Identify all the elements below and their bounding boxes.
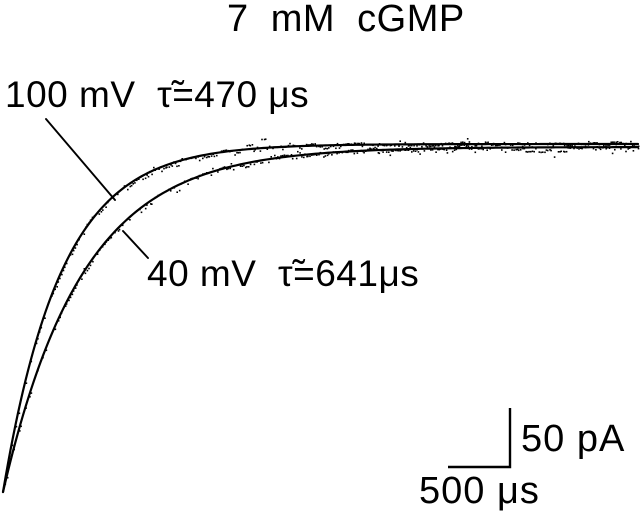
trace-label-40mv: 40 mV τ̃=641μs	[147, 253, 420, 294]
scale-bar	[448, 408, 512, 469]
fit-curve-100mv	[1, 142, 640, 494]
exponential-fit-curves	[1, 142, 640, 494]
scale-bar-current-label: 50 pA	[521, 418, 626, 460]
leader-line-100mv	[45, 118, 116, 201]
fit-curve-40mv	[1, 146, 640, 494]
scale-bar-time-label: 500 μs	[419, 470, 540, 512]
leader-line-40mv	[122, 230, 149, 259]
trace-label-100mv: 100 mV τ̃=470 μs	[5, 74, 310, 115]
chart-title: 7 mM cGMP	[227, 0, 465, 40]
annotation-lines	[45, 118, 512, 469]
